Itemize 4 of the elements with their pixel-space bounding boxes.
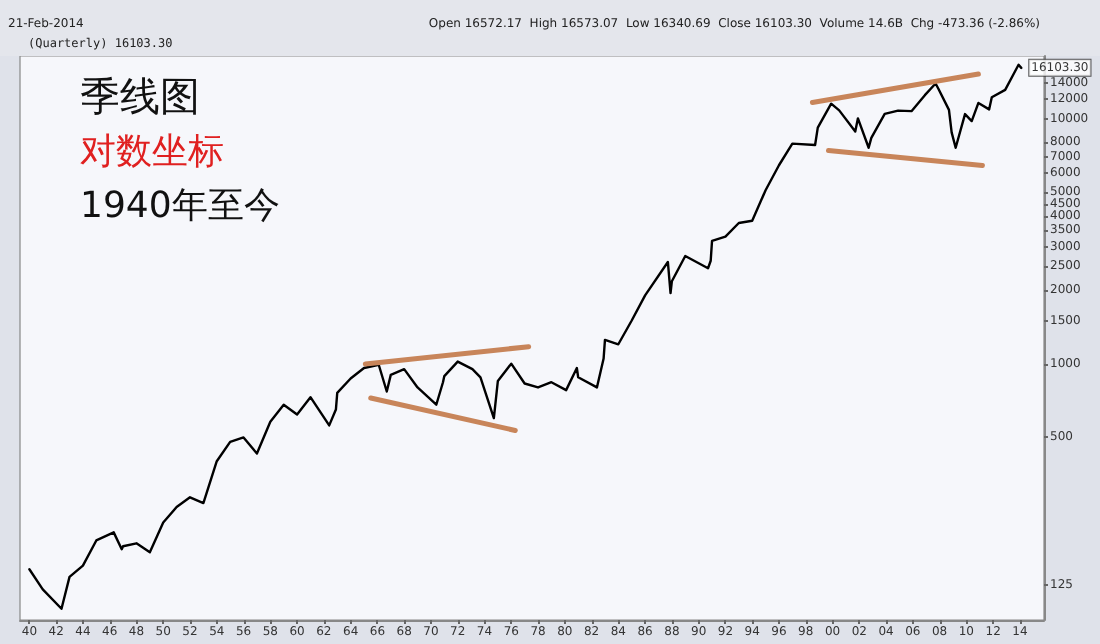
chart-title: 季线图 <box>80 72 200 120</box>
annotation: 对数坐标 <box>80 131 224 173</box>
line-series <box>28 63 1023 610</box>
annotation: 1940年至今 <box>80 185 280 227</box>
